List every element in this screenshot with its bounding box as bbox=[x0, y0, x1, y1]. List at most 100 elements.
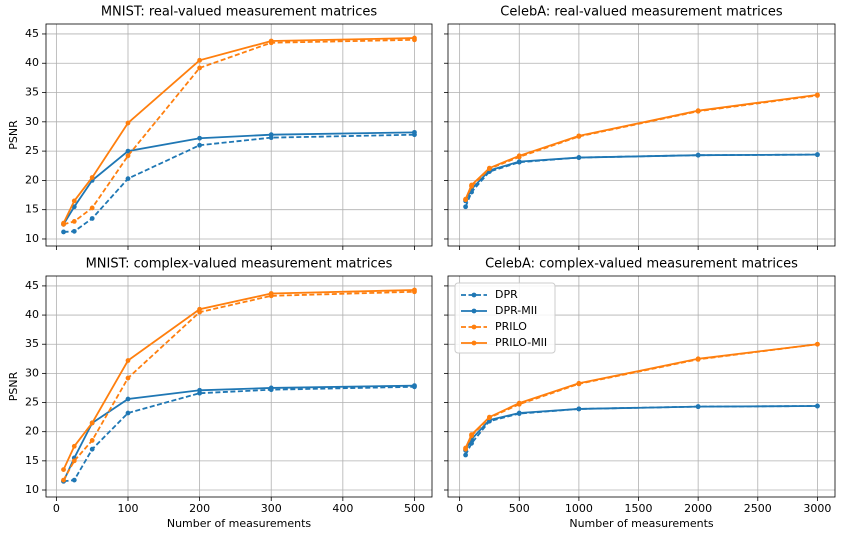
y-axis-label: PSNR bbox=[7, 371, 20, 401]
point bbox=[815, 341, 820, 347]
point bbox=[695, 356, 701, 362]
point bbox=[268, 291, 274, 296]
axes-frame bbox=[45, 23, 433, 247]
point bbox=[125, 176, 131, 182]
legend-marker bbox=[471, 324, 477, 330]
y-tick-label: 30 bbox=[25, 115, 39, 128]
series-line bbox=[464, 93, 818, 200]
point bbox=[71, 228, 77, 234]
point bbox=[197, 142, 203, 148]
y-tick-label: 45 bbox=[25, 279, 39, 292]
y-tick-label: 20 bbox=[25, 173, 39, 186]
point bbox=[576, 155, 582, 160]
point bbox=[71, 198, 77, 204]
point bbox=[815, 152, 820, 158]
series-line bbox=[63, 133, 415, 233]
series-line bbox=[464, 343, 818, 450]
legend-label: PRILO-MII bbox=[495, 336, 547, 349]
y-tick-label: 30 bbox=[25, 366, 39, 379]
x-tick-label: 0 bbox=[53, 502, 60, 515]
panel: MNIST: real-valued measurement matrices 1… bbox=[7, 5, 433, 250]
point bbox=[412, 35, 417, 41]
point bbox=[516, 410, 522, 416]
series-line bbox=[62, 289, 415, 470]
point bbox=[71, 218, 77, 224]
point bbox=[576, 406, 582, 412]
point bbox=[61, 467, 66, 472]
y-tick-label: 10 bbox=[25, 483, 39, 496]
point bbox=[516, 159, 522, 165]
point bbox=[71, 443, 77, 449]
point bbox=[61, 229, 66, 235]
point bbox=[576, 133, 582, 139]
point bbox=[71, 477, 77, 483]
point bbox=[516, 400, 522, 406]
point bbox=[268, 132, 274, 138]
x-tick-label: 300 bbox=[261, 502, 282, 515]
point bbox=[695, 152, 701, 158]
point bbox=[197, 135, 203, 141]
y-tick-label: 25 bbox=[25, 396, 39, 409]
point bbox=[125, 153, 131, 159]
point bbox=[412, 383, 417, 389]
point bbox=[89, 205, 95, 211]
point bbox=[197, 306, 203, 312]
x-tick-label: 3000 bbox=[803, 502, 831, 515]
point bbox=[125, 410, 131, 416]
panel-title: CelebA: real-valued measurement matrices bbox=[500, 5, 783, 20]
point bbox=[268, 38, 274, 44]
point bbox=[576, 380, 582, 386]
point bbox=[89, 438, 95, 443]
x-tick-label: 2000 bbox=[684, 502, 712, 515]
point bbox=[463, 204, 468, 210]
series-line bbox=[62, 37, 415, 224]
point bbox=[815, 403, 820, 409]
point bbox=[71, 458, 77, 464]
point bbox=[197, 65, 203, 71]
point bbox=[89, 175, 95, 180]
axes-frame bbox=[447, 23, 836, 247]
legend-label: PRILO bbox=[495, 320, 527, 333]
axes-frame bbox=[447, 275, 836, 498]
series-line bbox=[63, 385, 415, 483]
y-tick-label: 45 bbox=[25, 27, 39, 40]
series-line bbox=[464, 343, 818, 449]
panel-title: MNIST: real-valued measurement matrices bbox=[101, 5, 378, 20]
y-tick-label: 35 bbox=[25, 337, 39, 350]
x-axis-label: Number of measurements bbox=[167, 517, 312, 530]
series-line bbox=[464, 94, 818, 201]
point bbox=[125, 375, 131, 381]
x-tick-label: 1000 bbox=[565, 502, 593, 515]
y-axis-label: PSNR bbox=[7, 120, 20, 150]
point bbox=[268, 385, 274, 391]
y-tick-label: 15 bbox=[25, 454, 39, 467]
point bbox=[89, 216, 95, 221]
x-tick-label: 1500 bbox=[625, 502, 653, 515]
point bbox=[469, 432, 474, 438]
legend-label: DPR bbox=[495, 288, 518, 301]
point bbox=[197, 387, 203, 393]
panel: CelebA: real-valued measurement matrices bbox=[444, 5, 836, 250]
point bbox=[487, 414, 492, 420]
x-tick-label: 500 bbox=[404, 502, 425, 515]
panel: MNIST: complex-valued measurement matric… bbox=[7, 257, 433, 530]
legend-marker bbox=[471, 340, 477, 346]
series-line bbox=[62, 384, 415, 482]
y-tick-label: 15 bbox=[25, 203, 39, 216]
point bbox=[125, 120, 131, 126]
point bbox=[463, 196, 468, 202]
y-tick-label: 25 bbox=[25, 144, 39, 157]
legend-label: DPR-MII bbox=[495, 304, 537, 317]
point bbox=[695, 108, 701, 114]
point bbox=[197, 57, 203, 63]
point bbox=[815, 92, 820, 98]
point bbox=[487, 165, 492, 171]
axes-frame bbox=[45, 275, 433, 498]
series-line bbox=[62, 131, 415, 225]
series-line bbox=[63, 38, 415, 226]
y-tick-label: 40 bbox=[25, 56, 39, 69]
point bbox=[469, 182, 474, 188]
x-tick-label: 2500 bbox=[744, 502, 772, 515]
point bbox=[463, 452, 468, 458]
